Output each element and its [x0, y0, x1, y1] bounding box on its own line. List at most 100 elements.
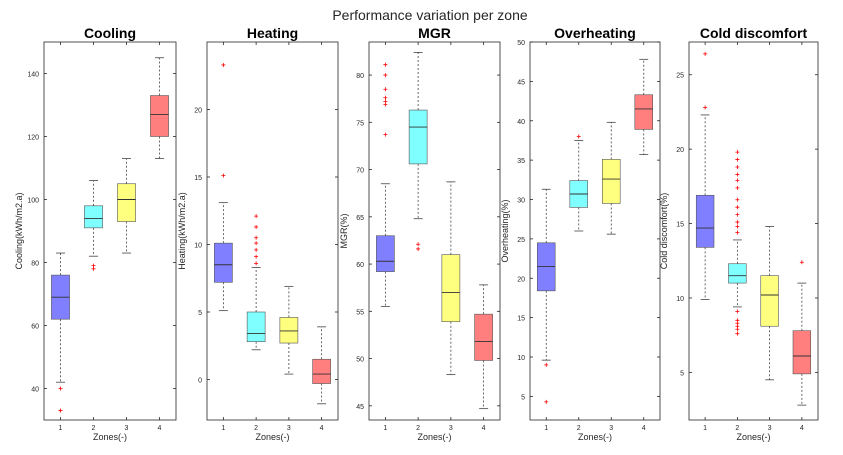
outlier-marker: [735, 331, 740, 336]
y-tick-label: 40: [517, 119, 525, 126]
y-axis-label: Cold discomfort(%): [659, 193, 669, 270]
y-tick-label: 15: [517, 316, 525, 323]
outlier-marker: [703, 105, 708, 110]
outlier-marker: [254, 254, 259, 259]
box-body: [246, 311, 266, 343]
box-zone-2: 2: [569, 42, 588, 432]
y-tick-label: 40: [31, 387, 39, 394]
x-tick-label: 2: [254, 425, 258, 432]
y-tick-label: 50: [356, 357, 364, 364]
y-tick-label: 60: [31, 324, 39, 331]
x-tick-label: 2: [735, 425, 739, 432]
x-tick-label: 3: [768, 425, 772, 432]
panel-title: Overheating: [554, 25, 636, 41]
y-tick-label: 25: [517, 237, 525, 244]
box-zone-2: 2: [246, 42, 266, 432]
x-tick-label: 3: [287, 425, 291, 432]
outlier-marker: [383, 62, 388, 67]
x-axis-label: Zones(-): [255, 432, 289, 442]
y-axis-label: MGR(%): [339, 214, 349, 249]
plot-area-frame: [206, 41, 339, 421]
panel-1: Cooling 40 60 80 100 120 140 Cooling(kWh/m2.a) Z…: [14, 25, 177, 442]
outlier-marker: [383, 87, 388, 92]
box-body: [760, 275, 779, 327]
y-tick-label: 20: [194, 108, 202, 115]
outlier-marker: [735, 178, 740, 183]
x-tick-label: 1: [383, 425, 387, 432]
box-body: [408, 109, 428, 165]
outlier-marker: [383, 99, 388, 104]
x-tick-label: 2: [92, 425, 96, 432]
box-body: [214, 242, 233, 283]
outlier-marker: [735, 309, 740, 314]
x-axis-label: Zones(-): [93, 432, 127, 442]
box-body: [695, 194, 715, 248]
outlier-marker: [735, 150, 740, 155]
box-zone-1: 1: [51, 42, 70, 432]
outlier-marker: [254, 224, 259, 229]
x-tick-label: 3: [449, 425, 453, 432]
box-zone-1: 1: [537, 42, 556, 432]
outlier-marker: [735, 230, 740, 235]
x-tick-label: 4: [320, 425, 324, 432]
outlier-marker: [383, 73, 388, 78]
box-body: [117, 183, 136, 222]
outlier-marker: [544, 362, 549, 367]
y-tick-label: 25: [676, 73, 684, 80]
y-tick-label: 15: [194, 175, 202, 182]
x-tick-label: 4: [158, 425, 162, 432]
outlier-marker: [735, 172, 740, 177]
y-axis-label: Overheating(%): [500, 199, 510, 262]
box-zone-2: 2: [84, 42, 103, 432]
box-zone-4: 4: [792, 42, 812, 432]
panel-3: MGR 45 50 55 60 65 70 75 80 MGR(%) Zones(-) 1 2 3 4: [339, 25, 501, 442]
y-axis-label: Cooling(kWh/m2.a): [14, 192, 24, 269]
y-tick-label: 60: [356, 262, 364, 269]
box-body: [728, 263, 747, 284]
y-tick-label: 5: [198, 310, 202, 317]
box-zone-3: 3: [760, 42, 779, 432]
y-tick-label: 35: [517, 158, 525, 165]
outlier-marker: [735, 220, 740, 225]
x-axis-label: Zones(-): [417, 432, 451, 442]
figure-title: Performance variation per zone: [332, 7, 528, 23]
outlier-marker: [254, 214, 259, 219]
box-zone-4: 4: [150, 42, 169, 432]
box-body: [150, 95, 169, 137]
box-body: [84, 205, 103, 229]
x-tick-label: 3: [125, 425, 129, 432]
outlier-marker: [703, 51, 708, 56]
y-tick-label: 55: [356, 309, 364, 316]
panel-title: MGR: [418, 25, 451, 41]
outlier-marker: [383, 132, 388, 137]
box-zone-1: 1: [376, 42, 395, 432]
y-tick-label: 5: [521, 394, 525, 401]
y-tick-label: 20: [676, 147, 684, 154]
box-zone-3: 3: [117, 42, 136, 432]
outlier-marker: [91, 266, 96, 271]
box-body: [792, 330, 812, 375]
outlier-marker: [544, 399, 549, 404]
outlier-marker: [576, 134, 581, 139]
outlier-marker: [254, 261, 259, 266]
box-zone-3: 3: [441, 42, 461, 432]
outlier-marker: [254, 235, 259, 240]
y-tick-label: 80: [31, 261, 39, 268]
y-tick-label: 10: [517, 355, 525, 362]
x-tick-label: 4: [642, 425, 646, 432]
y-tick-label: 50: [517, 40, 525, 47]
panel-title: Cooling: [84, 25, 136, 41]
box-zone-3: 3: [602, 42, 621, 432]
box-body: [441, 254, 461, 323]
panel-2: Heating 0 5 10 15 20 Heating(kWh/m2.a) Zones(-)…: [177, 25, 339, 442]
outlier-marker: [254, 247, 259, 252]
box-body: [312, 358, 331, 384]
outlier-marker: [254, 241, 259, 246]
y-tick-label: 10: [676, 296, 684, 303]
box-zone-2: 2: [728, 42, 747, 432]
outlier-marker: [735, 197, 740, 202]
box-zone-4: 4: [312, 42, 331, 432]
box-body: [376, 235, 395, 272]
